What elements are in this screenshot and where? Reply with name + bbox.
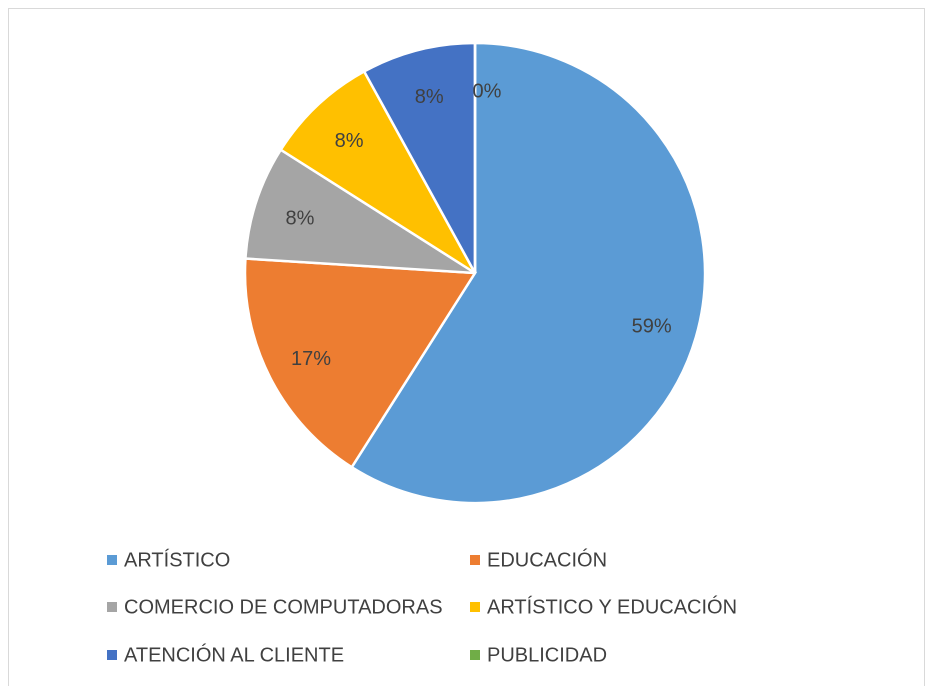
legend-swatch	[470, 602, 480, 612]
legend-label: ARTÍSTICO Y EDUCACIÓN	[487, 595, 737, 618]
data-label: 8%	[335, 130, 364, 152]
pie-slice	[279, 69, 477, 275]
legend-swatch	[107, 650, 117, 660]
legend-label: EDUCACIÓN	[487, 548, 607, 571]
pie-slice	[362, 41, 477, 274]
legend-swatch	[107, 555, 117, 565]
pie-slice	[244, 148, 476, 275]
pie-slice	[243, 257, 478, 469]
legend-swatch	[470, 555, 480, 565]
legend-label: COMERCIO DE COMPUTADORAS	[124, 596, 443, 618]
data-label: 0%	[473, 80, 502, 102]
legend-swatch	[470, 650, 480, 660]
data-label: 17%	[291, 348, 331, 370]
legend-label: PUBLICIDAD	[487, 644, 607, 666]
pie-slice	[350, 41, 707, 505]
data-label: 59%	[632, 316, 672, 338]
legend-label: ATENCIÓN AL CLIENTE	[124, 643, 344, 666]
data-label: 8%	[286, 207, 315, 229]
data-label: 8%	[415, 86, 444, 108]
legend-swatch	[107, 602, 117, 612]
legend-label: ARTÍSTICO	[124, 548, 230, 571]
